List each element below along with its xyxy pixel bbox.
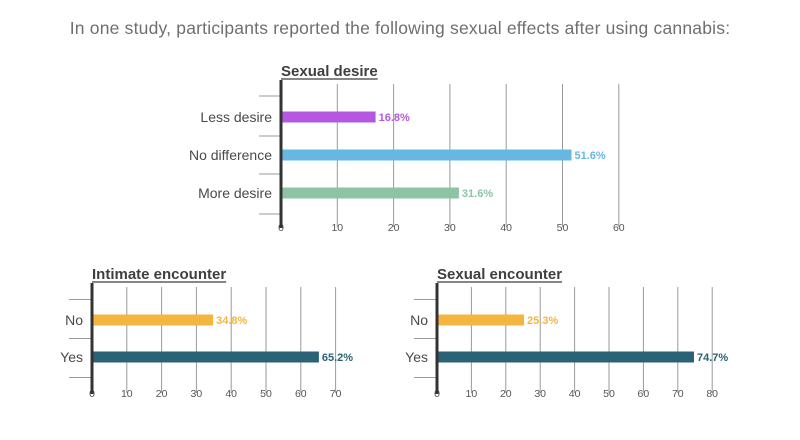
sexual-encounter-tick-label: 60 <box>638 388 650 400</box>
sexual-encounter-value-label: 74.7% <box>697 352 728 364</box>
sexual-desire-value-label: 16.8% <box>379 112 410 124</box>
intimate-encounter-category-label: Yes <box>60 349 83 365</box>
sexual-encounter-category-label: Yes <box>405 349 428 365</box>
sexual-encounter-category-label: No <box>410 312 428 328</box>
intimate-encounter-bar <box>92 351 319 363</box>
sexual-encounter-title: Sexual encounter <box>437 266 562 283</box>
sexual-encounter-tick-label: 80 <box>706 388 718 400</box>
intimate-encounter-category-label: No <box>65 312 83 328</box>
intimate-encounter-value-label: 34.8% <box>216 315 247 327</box>
sexual-encounter-tick-label: 10 <box>466 388 478 400</box>
sexual-desire-bar <box>281 187 459 199</box>
sexual-encounter-tick-label: 50 <box>603 388 615 400</box>
intimate-encounter-value-label: 65.2% <box>322 352 353 364</box>
sexual-desire-category-label: More desire <box>198 185 272 201</box>
sexual-encounter-bar <box>437 351 694 363</box>
sexual-desire-title: Sexual desire <box>281 63 378 80</box>
intimate-encounter-tick-label: 30 <box>191 388 203 400</box>
sexual-desire-category-label: No difference <box>189 147 272 163</box>
intimate-encounter-tick-label: 40 <box>225 388 237 400</box>
sexual-desire-bar <box>281 149 572 161</box>
intimate-encounter-title: Intimate encounter <box>92 266 226 283</box>
sexual-desire-value-label: 31.6% <box>462 188 493 200</box>
sexual-encounter-tick-label: 70 <box>672 388 684 400</box>
intimate-encounter-tick-label: 20 <box>156 388 168 400</box>
intimate-encounter-tick-label: 70 <box>330 388 342 400</box>
sexual-encounter-tick-label: 20 <box>500 388 512 400</box>
sexual-desire-tick-label: 10 <box>331 222 343 234</box>
intimate-encounter-tick-label: 60 <box>295 388 307 400</box>
sexual-desire-bar <box>281 111 376 123</box>
sexual-encounter-tick-label: 40 <box>569 388 581 400</box>
sexual-encounter-tick-label: 30 <box>534 388 546 400</box>
sexual-desire-tick-label: 20 <box>388 222 400 234</box>
sexual-encounter-bar <box>437 314 525 326</box>
sexual-desire-value-label: 51.6% <box>575 150 606 162</box>
sexual-desire-tick-label: 40 <box>500 222 512 234</box>
sexual-encounter-value-label: 25.3% <box>527 315 558 327</box>
intimate-encounter-tick-label: 10 <box>121 388 133 400</box>
sexual-desire-tick-label: 60 <box>613 222 625 234</box>
sexual-desire-category-label: Less desire <box>200 109 272 125</box>
header-text: In one study, participants reported the … <box>69 18 731 38</box>
sexual-desire-tick-label: 30 <box>444 222 456 234</box>
intimate-encounter-tick-label: 50 <box>260 388 272 400</box>
sexual-desire-tick-label: 50 <box>557 222 569 234</box>
intimate-encounter-bar <box>92 314 214 326</box>
